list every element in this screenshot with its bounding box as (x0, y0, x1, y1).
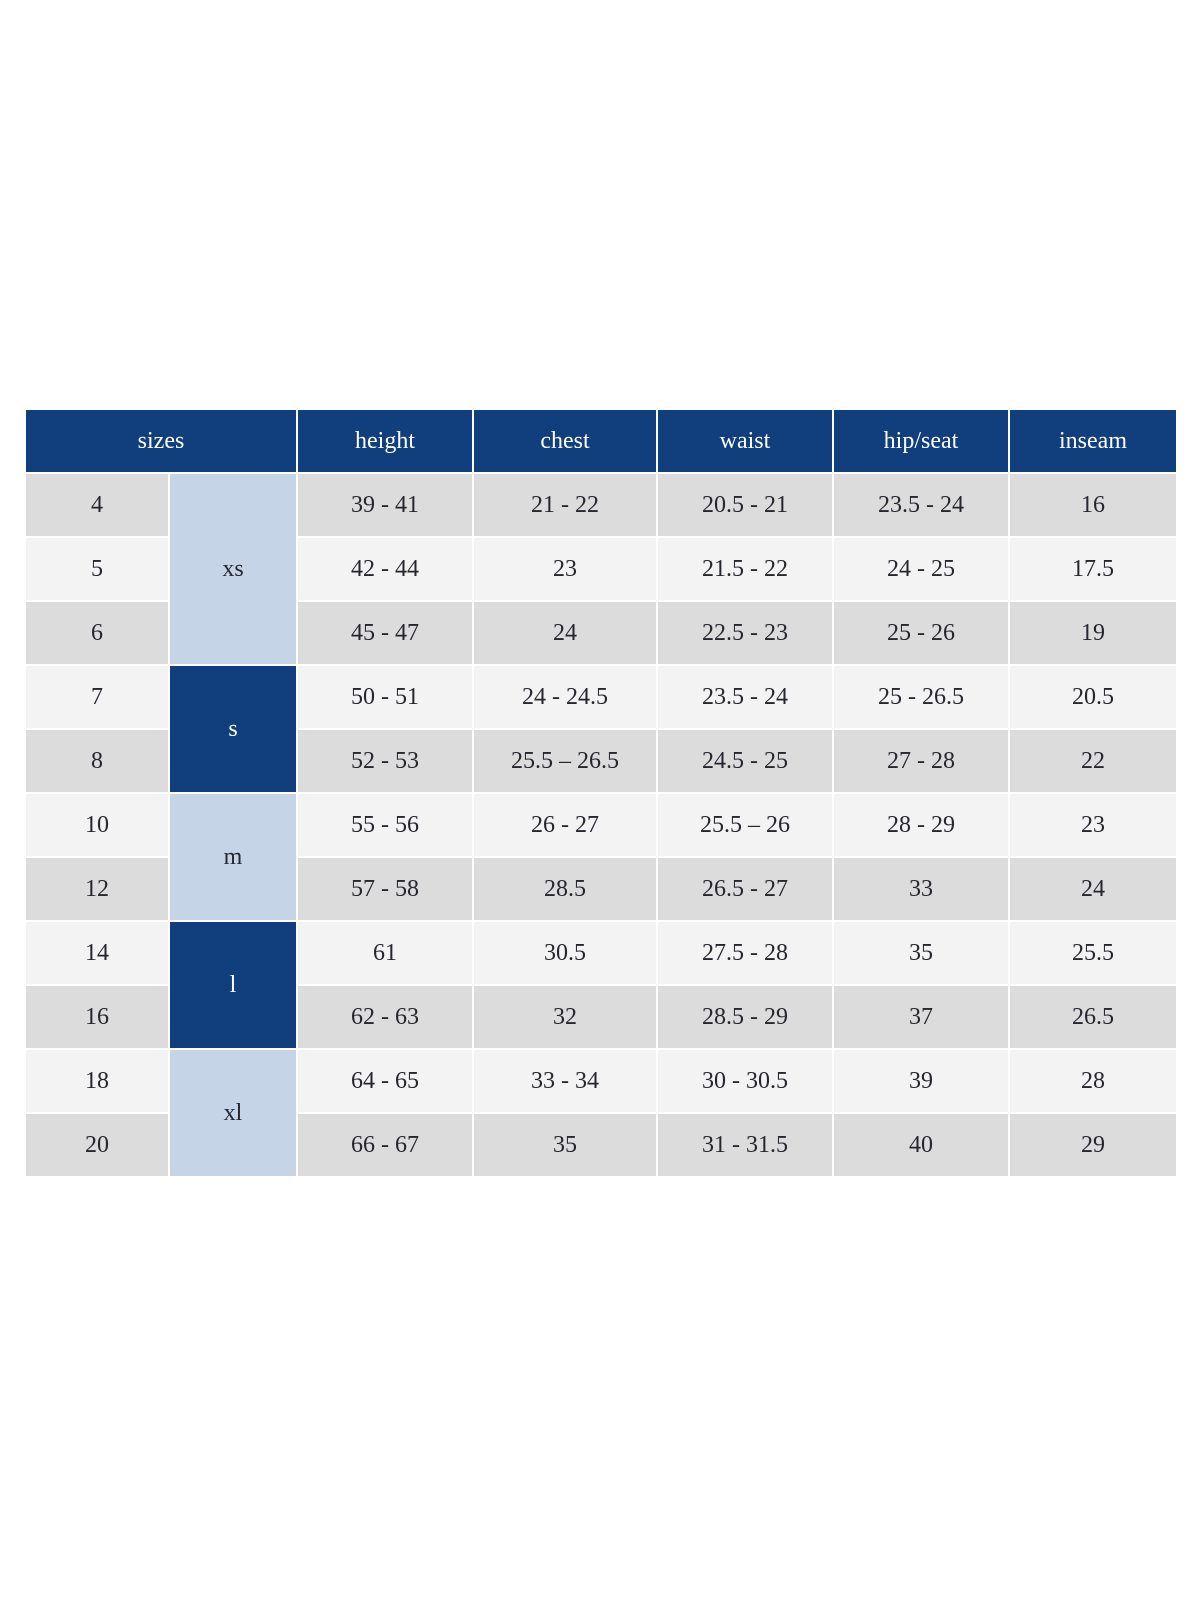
header-waist: waist (656, 408, 834, 474)
height-cell: 45 - 47 (296, 600, 474, 666)
inseam-cell: 17.5 (1008, 536, 1178, 602)
inseam-cell: 25.5 (1008, 920, 1178, 986)
chest-cell: 24 - 24.5 (472, 664, 658, 730)
height-cell: 39 - 41 (296, 472, 474, 538)
height-cell: 52 - 53 (296, 728, 474, 794)
chest-cell: 32 (472, 984, 658, 1050)
waist-cell: 27.5 - 28 (656, 920, 834, 986)
hip-seat-cell: 25 - 26.5 (832, 664, 1010, 730)
chest-cell: 33 - 34 (472, 1048, 658, 1114)
inseam-cell: 20.5 (1008, 664, 1178, 730)
chest-cell: 30.5 (472, 920, 658, 986)
table-row: 16 62 - 63 32 28.5 - 29 37 26.5 (24, 984, 1178, 1050)
inseam-cell: 28 (1008, 1048, 1178, 1114)
hip-seat-cell: 40 (832, 1112, 1010, 1178)
height-cell: 62 - 63 (296, 984, 474, 1050)
waist-cell: 26.5 - 27 (656, 856, 834, 922)
height-cell: 64 - 65 (296, 1048, 474, 1114)
chest-cell: 23 (472, 536, 658, 602)
table-row: 18 xl 64 - 65 33 - 34 30 - 30.5 39 28 (24, 1048, 1178, 1178)
size-cell: 4 (24, 472, 170, 538)
waist-cell: 24.5 - 25 (656, 728, 834, 794)
size-cell: 20 (24, 1112, 170, 1178)
table-row: 8 52 - 53 25.5 – 26.5 24.5 - 25 27 - 28 … (24, 728, 1178, 794)
hip-seat-cell: 24 - 25 (832, 536, 1010, 602)
chest-cell: 21 - 22 (472, 472, 658, 538)
chest-cell: 25.5 – 26.5 (472, 728, 658, 794)
waist-cell: 25.5 – 26 (656, 792, 834, 858)
table-row: 4 xs 39 - 41 21 - 22 20.5 - 21 23.5 - 24… (24, 472, 1178, 666)
height-cell: 57 - 58 (296, 856, 474, 922)
inseam-cell: 19 (1008, 600, 1178, 666)
hip-seat-cell: 35 (832, 920, 1010, 986)
height-cell: 66 - 67 (296, 1112, 474, 1178)
size-cell: 5 (24, 536, 170, 602)
size-cell: 8 (24, 728, 170, 794)
table-row: 6 45 - 47 24 22.5 - 23 25 - 26 19 (24, 600, 1178, 666)
chest-cell: 35 (472, 1112, 658, 1178)
size-cell: 7 (24, 664, 170, 730)
inseam-cell: 24 (1008, 856, 1178, 922)
inseam-cell: 26.5 (1008, 984, 1178, 1050)
inseam-cell: 23 (1008, 792, 1178, 858)
inseam-cell: 22 (1008, 728, 1178, 794)
waist-cell: 21.5 - 22 (656, 536, 834, 602)
size-group-s: s (168, 664, 298, 794)
hip-seat-cell: 39 (832, 1048, 1010, 1114)
table-row: 20 66 - 67 35 31 - 31.5 40 29 (24, 1112, 1178, 1178)
table-row: 10 m 55 - 56 26 - 27 25.5 – 26 28 - 29 2… (24, 792, 1178, 922)
size-group-xs: xs (168, 472, 298, 666)
hip-seat-cell: 25 - 26 (832, 600, 1010, 666)
waist-cell: 31 - 31.5 (656, 1112, 834, 1178)
hip-seat-cell: 37 (832, 984, 1010, 1050)
size-cell: 16 (24, 984, 170, 1050)
inseam-cell: 29 (1008, 1112, 1178, 1178)
size-group-l: l (168, 920, 298, 1050)
size-cell: 14 (24, 920, 170, 986)
header-hip-seat: hip/seat (832, 408, 1010, 474)
waist-cell: 20.5 - 21 (656, 472, 834, 538)
header-inseam: inseam (1008, 408, 1178, 474)
inseam-cell: 16 (1008, 472, 1178, 538)
size-chart-table: sizes height chest waist hip/seat inseam… (24, 408, 1178, 1178)
chest-cell: 24 (472, 600, 658, 666)
header-row: sizes height chest waist hip/seat inseam (24, 408, 1178, 474)
size-cell: 12 (24, 856, 170, 922)
size-cell: 6 (24, 600, 170, 666)
waist-cell: 30 - 30.5 (656, 1048, 834, 1114)
header-height: height (296, 408, 474, 474)
height-cell: 55 - 56 (296, 792, 474, 858)
waist-cell: 28.5 - 29 (656, 984, 834, 1050)
table-row: 7 s 50 - 51 24 - 24.5 23.5 - 24 25 - 26.… (24, 664, 1178, 794)
chest-cell: 26 - 27 (472, 792, 658, 858)
size-cell: 10 (24, 792, 170, 858)
chest-cell: 28.5 (472, 856, 658, 922)
size-cell: 18 (24, 1048, 170, 1114)
table-row: 14 l 61 30.5 27.5 - 28 35 25.5 (24, 920, 1178, 1050)
size-group-xl: xl (168, 1048, 298, 1178)
height-cell: 50 - 51 (296, 664, 474, 730)
waist-cell: 23.5 - 24 (656, 664, 834, 730)
table-row: 5 42 - 44 23 21.5 - 22 24 - 25 17.5 (24, 536, 1178, 602)
hip-seat-cell: 23.5 - 24 (832, 472, 1010, 538)
size-group-m: m (168, 792, 298, 922)
hip-seat-cell: 33 (832, 856, 1010, 922)
header-sizes: sizes (24, 408, 298, 474)
height-cell: 42 - 44 (296, 536, 474, 602)
table-row: 12 57 - 58 28.5 26.5 - 27 33 24 (24, 856, 1178, 922)
height-cell: 61 (296, 920, 474, 986)
hip-seat-cell: 28 - 29 (832, 792, 1010, 858)
waist-cell: 22.5 - 23 (656, 600, 834, 666)
hip-seat-cell: 27 - 28 (832, 728, 1010, 794)
header-chest: chest (472, 408, 658, 474)
